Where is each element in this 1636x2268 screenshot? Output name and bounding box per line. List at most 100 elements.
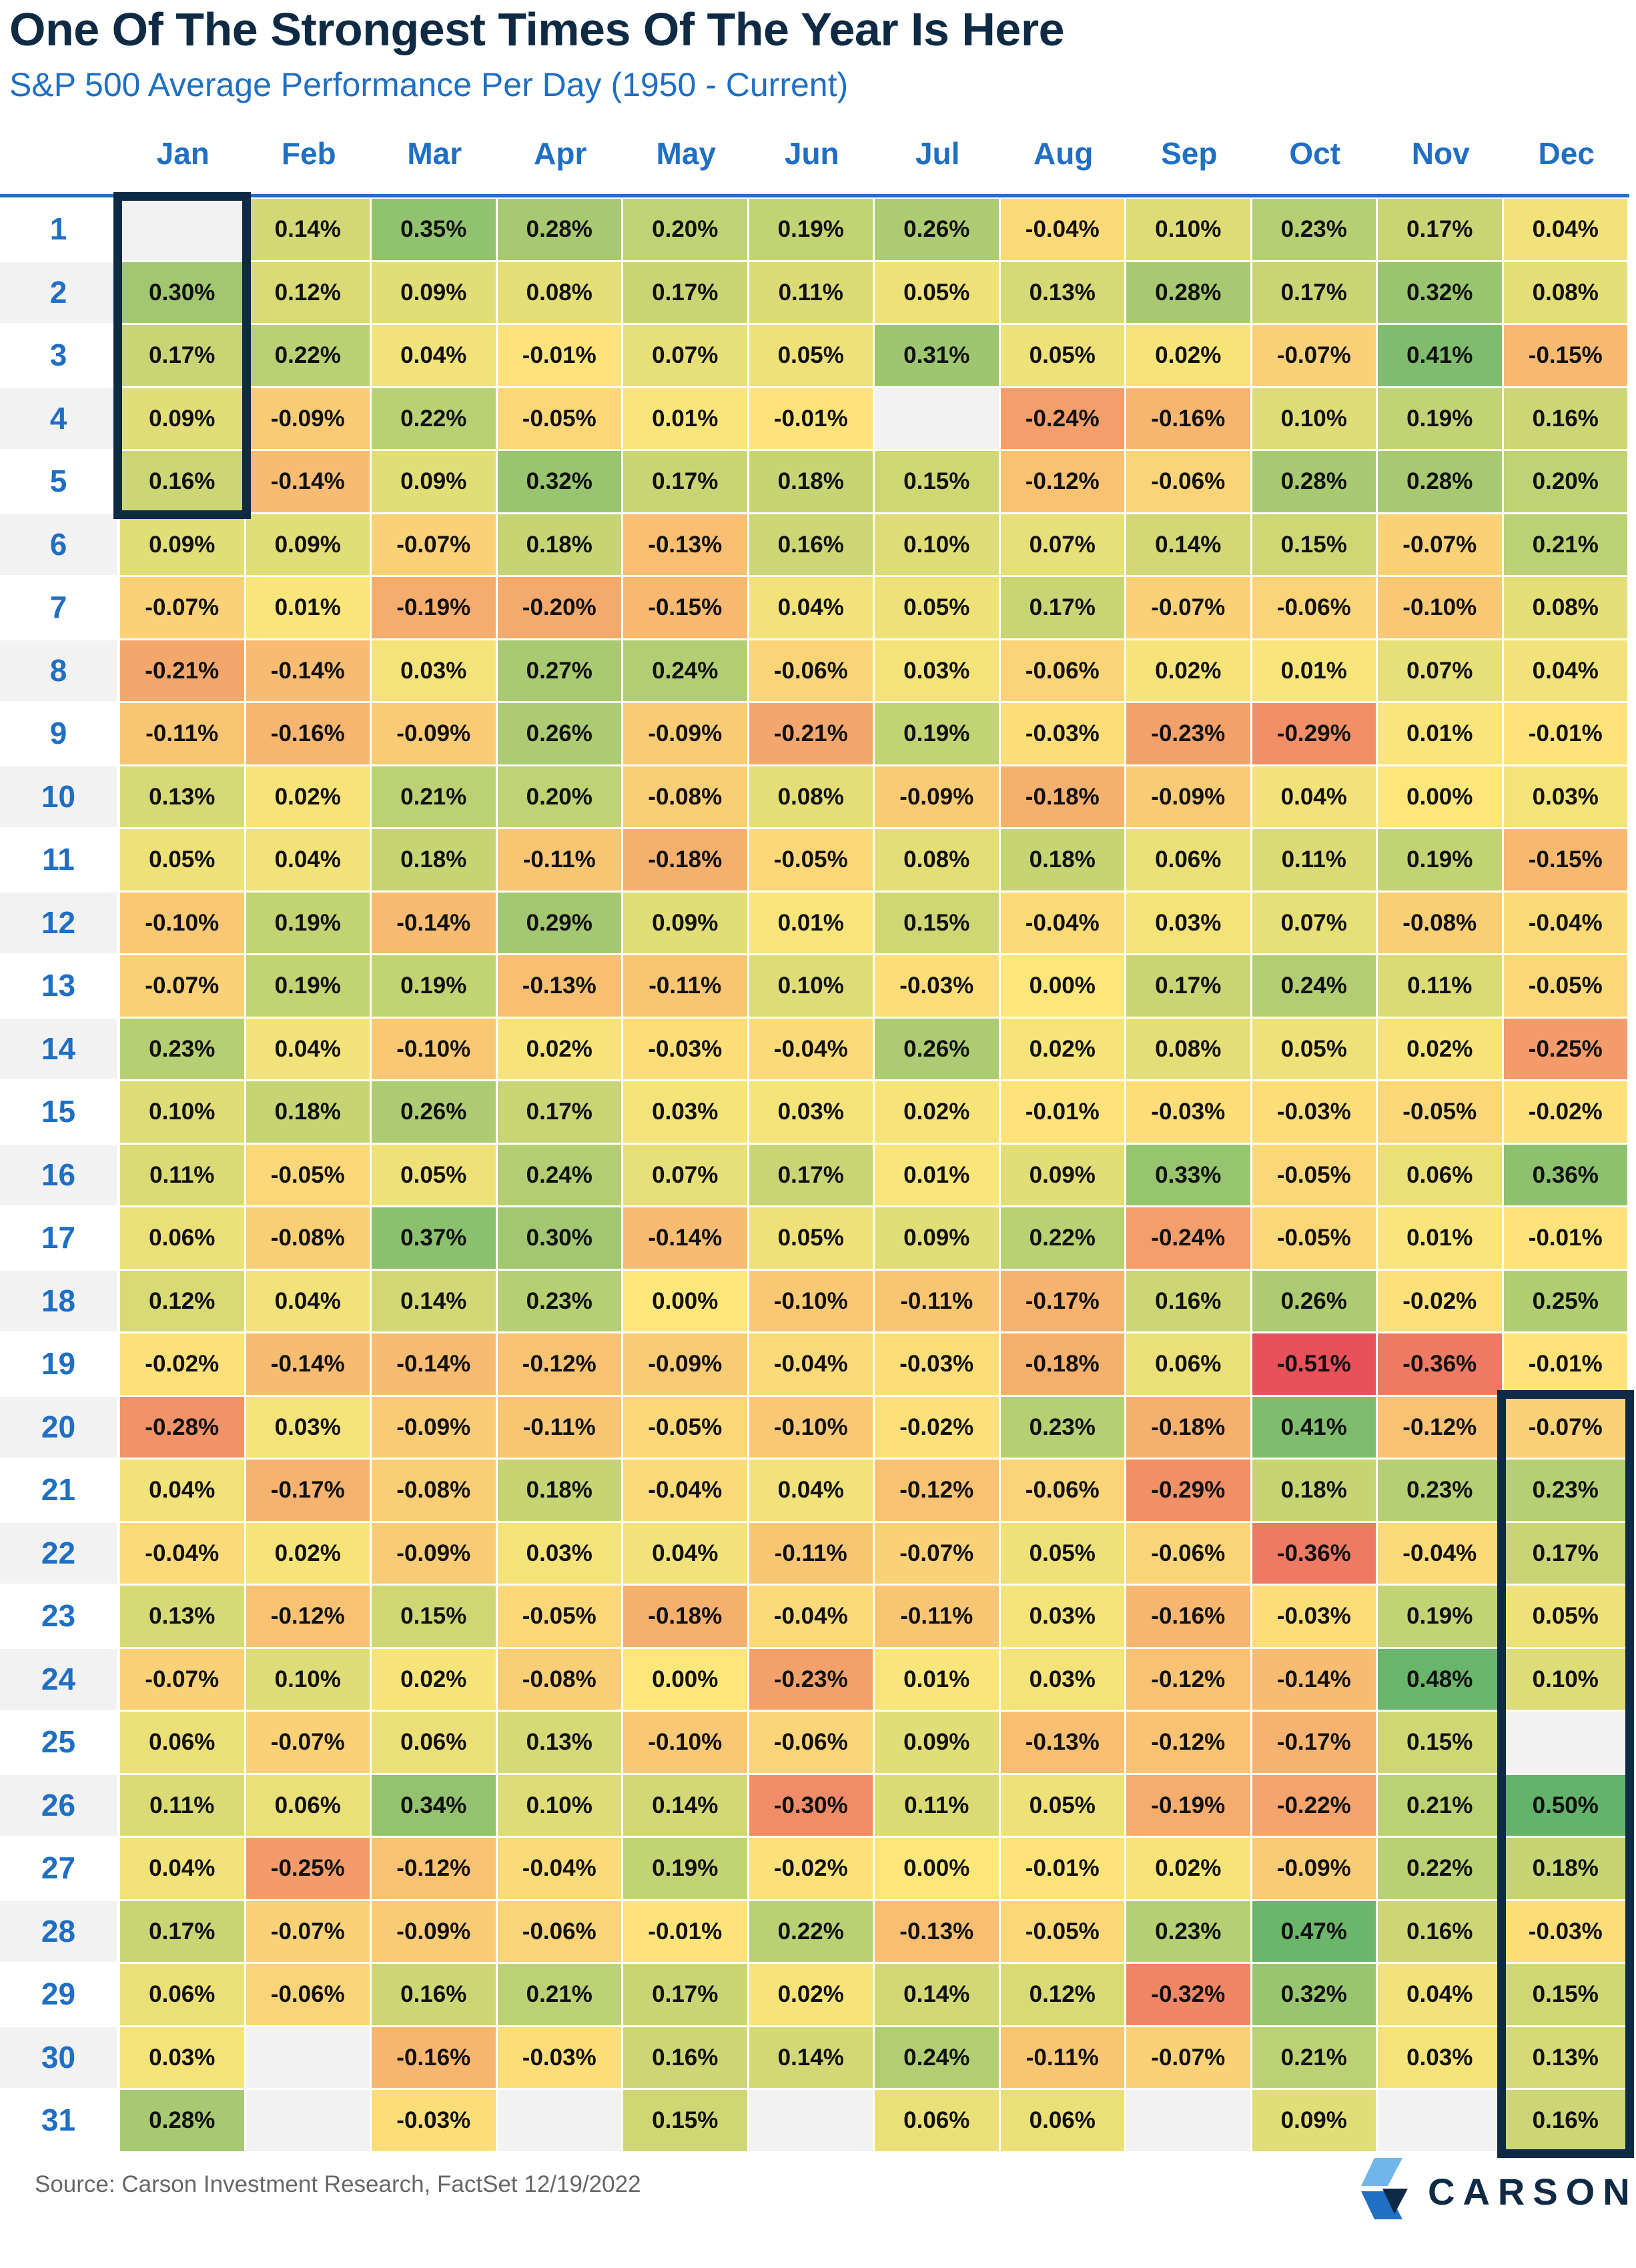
row-label-day-2: 2 (0, 261, 117, 323)
cell-nov-20: -0.12% (1378, 1396, 1502, 1458)
cell-apr-14: 0.02% (497, 1018, 621, 1079)
cell-dec-18: 0.25% (1503, 1270, 1627, 1331)
cell-jan-26: 0.11% (120, 1774, 244, 1836)
cell-dec-12: -0.04% (1503, 892, 1627, 953)
cell-feb-27: -0.25% (246, 1838, 370, 1899)
row-label-day-14: 14 (0, 1018, 117, 1079)
cell-mar-26: 0.34% (372, 1774, 496, 1836)
cell-jan-12: -0.10% (120, 892, 244, 953)
cell-jun-30: 0.14% (749, 2027, 873, 2088)
cell-jan-10: 0.13% (120, 766, 244, 827)
cell-aug-17: 0.22% (1000, 1207, 1124, 1269)
cell-sep-30: -0.07% (1126, 2027, 1250, 2088)
cell-jun-25: -0.06% (749, 1712, 873, 1773)
cell-oct-1: 0.23% (1252, 199, 1376, 260)
cell-jul-27: 0.00% (875, 1838, 999, 1899)
cell-may-22: 0.04% (623, 1522, 747, 1584)
cell-jul-19: -0.03% (875, 1333, 999, 1395)
cell-feb-16: -0.05% (246, 1144, 370, 1205)
cell-may-26: 0.14% (623, 1774, 747, 1836)
cell-may-17: -0.14% (623, 1207, 747, 1269)
cell-mar-15: 0.26% (372, 1081, 496, 1143)
cell-sep-13: 0.17% (1126, 955, 1250, 1017)
cell-mar-13: 0.19% (372, 955, 496, 1017)
cell-nov-19: -0.36% (1378, 1333, 1502, 1395)
cell-dec-13: -0.05% (1503, 955, 1627, 1017)
cell-feb-14: 0.04% (246, 1018, 370, 1079)
cell-jan-21: 0.04% (120, 1460, 244, 1521)
cell-apr-28: -0.06% (497, 1900, 621, 1962)
cell-jul-17: 0.09% (875, 1207, 999, 1269)
cell-feb-20: 0.03% (246, 1396, 370, 1458)
row-label-day-13: 13 (41, 968, 76, 1003)
cell-oct-19: -0.51% (1252, 1333, 1376, 1395)
cell-may-11: -0.18% (623, 829, 747, 891)
cell-jun-14: -0.04% (749, 1018, 873, 1079)
cell-may-13: -0.11% (623, 955, 747, 1017)
cell-may-3: 0.07% (623, 325, 747, 386)
cell-dec-27: 0.18% (1503, 1838, 1627, 1899)
cell-may-12: 0.09% (623, 892, 747, 953)
row-label-day-1: 1 (49, 211, 67, 246)
cell-oct-25: -0.17% (1252, 1712, 1376, 1773)
cell-jan-15: 0.10% (120, 1081, 244, 1143)
row-label-day-12: 12 (0, 892, 117, 953)
row-label-day-7: 7 (49, 590, 67, 624)
cell-jun-9: -0.21% (749, 703, 873, 764)
cell-may-5: 0.17% (623, 451, 747, 512)
cell-aug-3: 0.05% (1000, 325, 1124, 386)
cell-jun-12: 0.01% (749, 892, 873, 953)
chart-title: One Of The Strongest Times Of The Year I… (9, 3, 1065, 55)
cell-jul-28: -0.13% (875, 1900, 999, 1962)
cell-nov-29: 0.04% (1378, 1964, 1502, 2025)
cell-jan-7: -0.07% (120, 577, 244, 638)
cell-feb-26: 0.06% (246, 1774, 370, 1836)
cell-nov-3: 0.41% (1378, 325, 1502, 386)
cell-aug-11: 0.18% (1000, 829, 1124, 891)
cell-feb-23: -0.12% (246, 1586, 370, 1647)
cell-nov-24: 0.48% (1378, 1648, 1502, 1710)
cell-mar-20: -0.09% (372, 1396, 496, 1458)
cell-may-1: 0.20% (623, 199, 747, 260)
row-label-day-28: 28 (0, 1900, 117, 1962)
cell-jul-11: 0.08% (875, 829, 999, 891)
cell-jul-12: 0.15% (875, 892, 999, 953)
cell-jan-13: -0.07% (120, 955, 244, 1017)
cell-jun-15: 0.03% (749, 1081, 873, 1143)
cell-apr-17: 0.30% (497, 1207, 621, 1269)
cell-feb-28: -0.07% (246, 1900, 370, 1962)
cell-feb-18: 0.04% (246, 1270, 370, 1331)
cell-mar-3: 0.04% (372, 325, 496, 386)
cell-mar-24: 0.02% (372, 1648, 496, 1710)
cell-oct-14: 0.05% (1252, 1018, 1376, 1079)
cell-apr-30: -0.03% (497, 2027, 621, 2088)
cell-jan-31: 0.28% (120, 2090, 244, 2151)
cell-sep-28: 0.23% (1126, 1900, 1250, 1962)
cell-dec-21: 0.23% (1503, 1460, 1627, 1521)
cell-jun-26: -0.30% (749, 1774, 873, 1836)
cell-mar-23: 0.15% (372, 1586, 496, 1647)
cell-jun-18: -0.10% (749, 1270, 873, 1331)
cell-apr-1: 0.28% (497, 199, 621, 260)
carson-logo-icon (1361, 2158, 1408, 2219)
column-header-mar: Mar (407, 136, 462, 171)
row-label-day-9: 9 (49, 716, 67, 750)
cell-apr-21: 0.18% (497, 1460, 621, 1521)
header-divider (0, 194, 1629, 197)
cell-oct-10: 0.04% (1252, 766, 1376, 827)
cell-feb-19: -0.14% (246, 1333, 370, 1395)
cell-nov-6: -0.07% (1378, 514, 1502, 575)
cell-may-25: -0.10% (623, 1712, 747, 1773)
cell-oct-24: -0.14% (1252, 1648, 1376, 1710)
cell-apr-23: -0.05% (497, 1586, 621, 1647)
cell-oct-18: 0.26% (1252, 1270, 1376, 1331)
cell-sep-16: 0.33% (1126, 1144, 1250, 1205)
cell-feb-7: 0.01% (246, 577, 370, 638)
cell-sep-20: -0.18% (1126, 1396, 1250, 1458)
cell-jul-29: 0.14% (875, 1964, 999, 2025)
cell-aug-8: -0.06% (1000, 640, 1124, 701)
cell-feb-12: 0.19% (246, 892, 370, 953)
cell-sep-26: -0.19% (1126, 1774, 1250, 1836)
cell-apr-27: -0.04% (497, 1838, 621, 1899)
column-header-jul: Jul (915, 136, 960, 171)
